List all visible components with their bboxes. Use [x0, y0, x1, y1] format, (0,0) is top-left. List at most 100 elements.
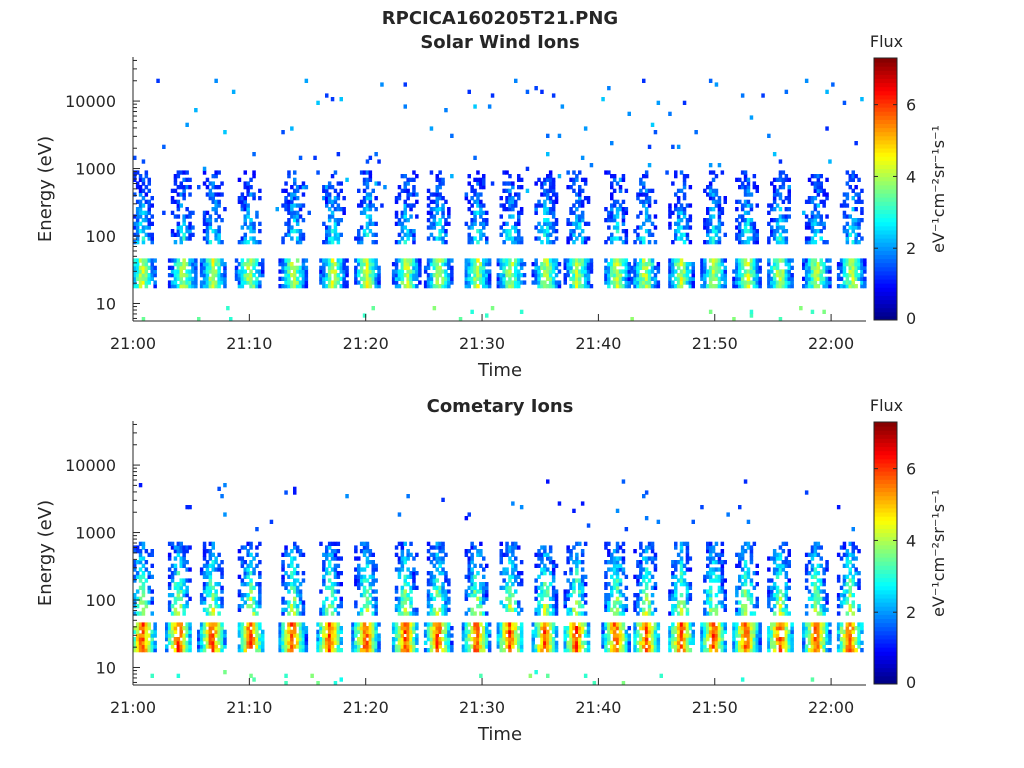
spectrogram-cell — [476, 265, 480, 270]
spectrogram-cell — [362, 593, 367, 598]
spectrogram-cell — [179, 273, 183, 278]
spectrogram-cell — [499, 276, 503, 281]
spectrogram-cell — [848, 185, 852, 190]
spectrogram-cell — [848, 280, 852, 285]
spectrogram-cell — [610, 552, 614, 557]
spectrogram-cell — [671, 280, 675, 285]
spectrogram-cell — [211, 269, 215, 274]
spectrogram-cell — [580, 258, 585, 263]
spectrogram-cell — [706, 229, 710, 234]
spectrogram-cell — [819, 181, 823, 186]
spectrogram-cell — [281, 563, 285, 568]
spectrogram-cell — [191, 276, 195, 281]
spectrogram-cell — [551, 199, 556, 204]
spectrogram-cell — [708, 192, 713, 197]
spectrogram-cell — [167, 284, 172, 289]
spectrogram-cell — [409, 280, 413, 285]
spectrogram-cell — [767, 284, 771, 289]
spectrogram-cell — [813, 269, 818, 274]
spectrogram-cell — [738, 284, 742, 289]
spectrogram-cell — [333, 541, 338, 546]
spectrogram-cell — [674, 229, 678, 234]
spectrogram-cell — [208, 240, 213, 245]
spectrogram-cell — [173, 648, 178, 653]
spectrogram-cell — [618, 236, 623, 241]
spectrogram-cell — [499, 556, 503, 561]
spectrogram-cell — [400, 600, 405, 605]
spectrogram-cell — [243, 582, 247, 587]
spectrogram-cell — [240, 578, 245, 583]
spectrogram-cell — [322, 276, 326, 281]
spectrogram-cell — [182, 589, 186, 594]
spectrogram-cell — [330, 622, 335, 627]
spectrogram-cell — [572, 210, 576, 215]
spectrogram-cell — [290, 126, 294, 131]
spectrogram-cell — [185, 589, 189, 594]
spectrogram-cell — [828, 284, 832, 289]
spectrogram-cell — [441, 210, 445, 215]
spectrogram-cell — [322, 273, 326, 278]
spectrogram-cell — [342, 280, 346, 285]
spectrogram-cell — [444, 604, 448, 609]
spectrogram-cell — [397, 556, 402, 561]
spectrogram-cell — [255, 633, 259, 638]
spectrogram-cell — [371, 269, 375, 274]
spectrogram-cell — [575, 284, 579, 289]
spectrogram-cell — [816, 192, 821, 197]
spectrogram-cell — [249, 269, 253, 274]
spectrogram-cell — [362, 567, 367, 572]
x-axis-label: Time — [477, 360, 522, 381]
spectrogram-cell — [368, 552, 373, 557]
spectrogram-cell — [554, 196, 559, 201]
spectrogram-cell — [499, 232, 503, 237]
spectrogram-cell — [432, 626, 437, 631]
spectrogram-cell — [418, 258, 422, 263]
spectrogram-cell — [676, 214, 681, 219]
spectrogram-cell — [380, 82, 384, 87]
spectrogram-cell — [447, 622, 451, 627]
spectrogram-cell — [208, 589, 213, 594]
spectrogram-cell — [554, 604, 559, 609]
spectrogram-cell — [543, 207, 547, 212]
spectrogram-cell — [537, 229, 541, 234]
spectrogram-cell — [717, 276, 722, 281]
figure-title: RPCICA160205T21.PNG — [382, 8, 618, 29]
spectrogram-cell — [517, 582, 521, 587]
spectrogram-cell — [519, 258, 524, 263]
spectrogram-cell — [575, 644, 579, 649]
spectrogram-cell — [505, 170, 509, 175]
spectrogram-cell — [575, 214, 579, 219]
spectrogram-cell — [412, 262, 416, 267]
spectrogram-cell — [281, 600, 285, 605]
spectrogram-cell — [517, 633, 521, 638]
spectrogram-cell — [147, 280, 151, 285]
spectrogram-cell — [176, 258, 181, 263]
spectrogram-cell — [511, 549, 515, 554]
spectrogram-cell — [362, 232, 367, 237]
spectrogram-cell — [703, 218, 707, 223]
spectrogram-cell — [819, 236, 823, 241]
spectrogram-cell — [438, 644, 442, 649]
spectrogram-cell — [502, 633, 506, 638]
spectrogram-cell — [517, 232, 521, 237]
spectrogram-cell — [211, 644, 215, 649]
spectrogram-cell — [205, 210, 210, 215]
spectrogram-cell — [357, 637, 361, 642]
spectrogram-cell — [284, 232, 288, 237]
spectrogram-cell — [327, 648, 332, 653]
spectrogram-cell — [781, 280, 786, 285]
spectrogram-cell — [327, 273, 332, 278]
spectrogram-cell — [188, 192, 192, 197]
spectrogram-cell — [781, 199, 786, 204]
spectrogram-cell — [647, 284, 652, 289]
spectrogram-cell — [141, 177, 146, 182]
spectrogram-cell — [851, 207, 855, 212]
spectrogram-cell — [615, 611, 620, 616]
colorbar-swatch — [874, 242, 897, 247]
spectrogram-cell — [502, 604, 506, 609]
spectrogram-cell — [511, 284, 515, 289]
spectrogram-cell — [400, 541, 405, 546]
spectrogram-cell — [711, 192, 716, 197]
spectrogram-cell — [612, 284, 617, 289]
spectrogram-cell — [679, 236, 684, 241]
